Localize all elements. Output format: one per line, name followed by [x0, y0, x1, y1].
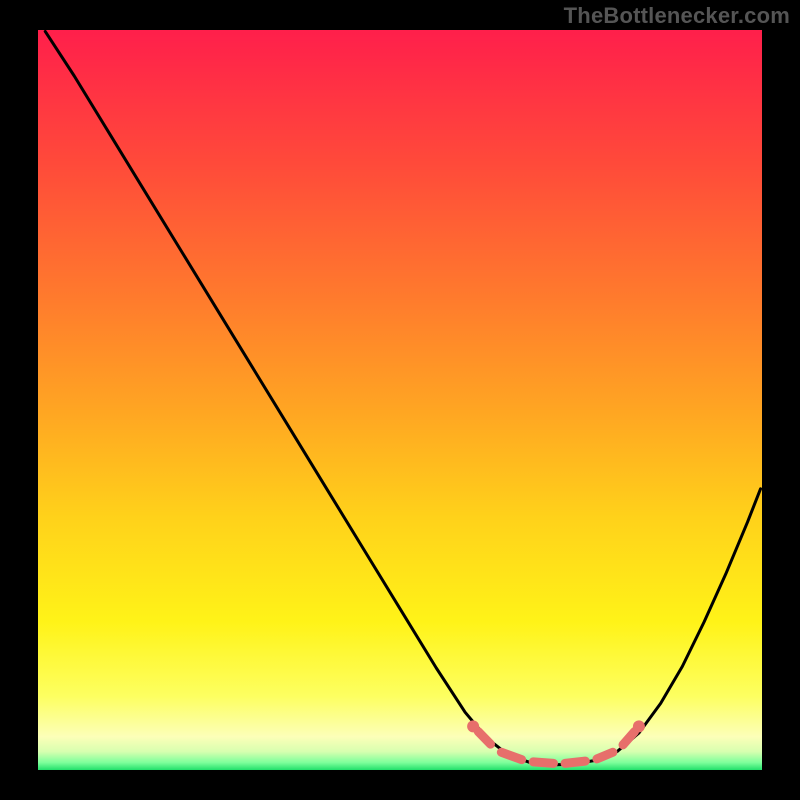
valley-dash	[533, 762, 553, 763]
valley-dash	[565, 761, 585, 763]
bottleneck-chart-svg	[0, 0, 800, 800]
valley-dot	[467, 720, 479, 732]
valley-dot	[633, 720, 645, 732]
heat-gradient-area	[38, 30, 762, 770]
chart-stage: TheBottlenecker.com	[0, 0, 800, 800]
watermark-label: TheBottlenecker.com	[564, 3, 790, 29]
valley-dash	[597, 752, 613, 759]
